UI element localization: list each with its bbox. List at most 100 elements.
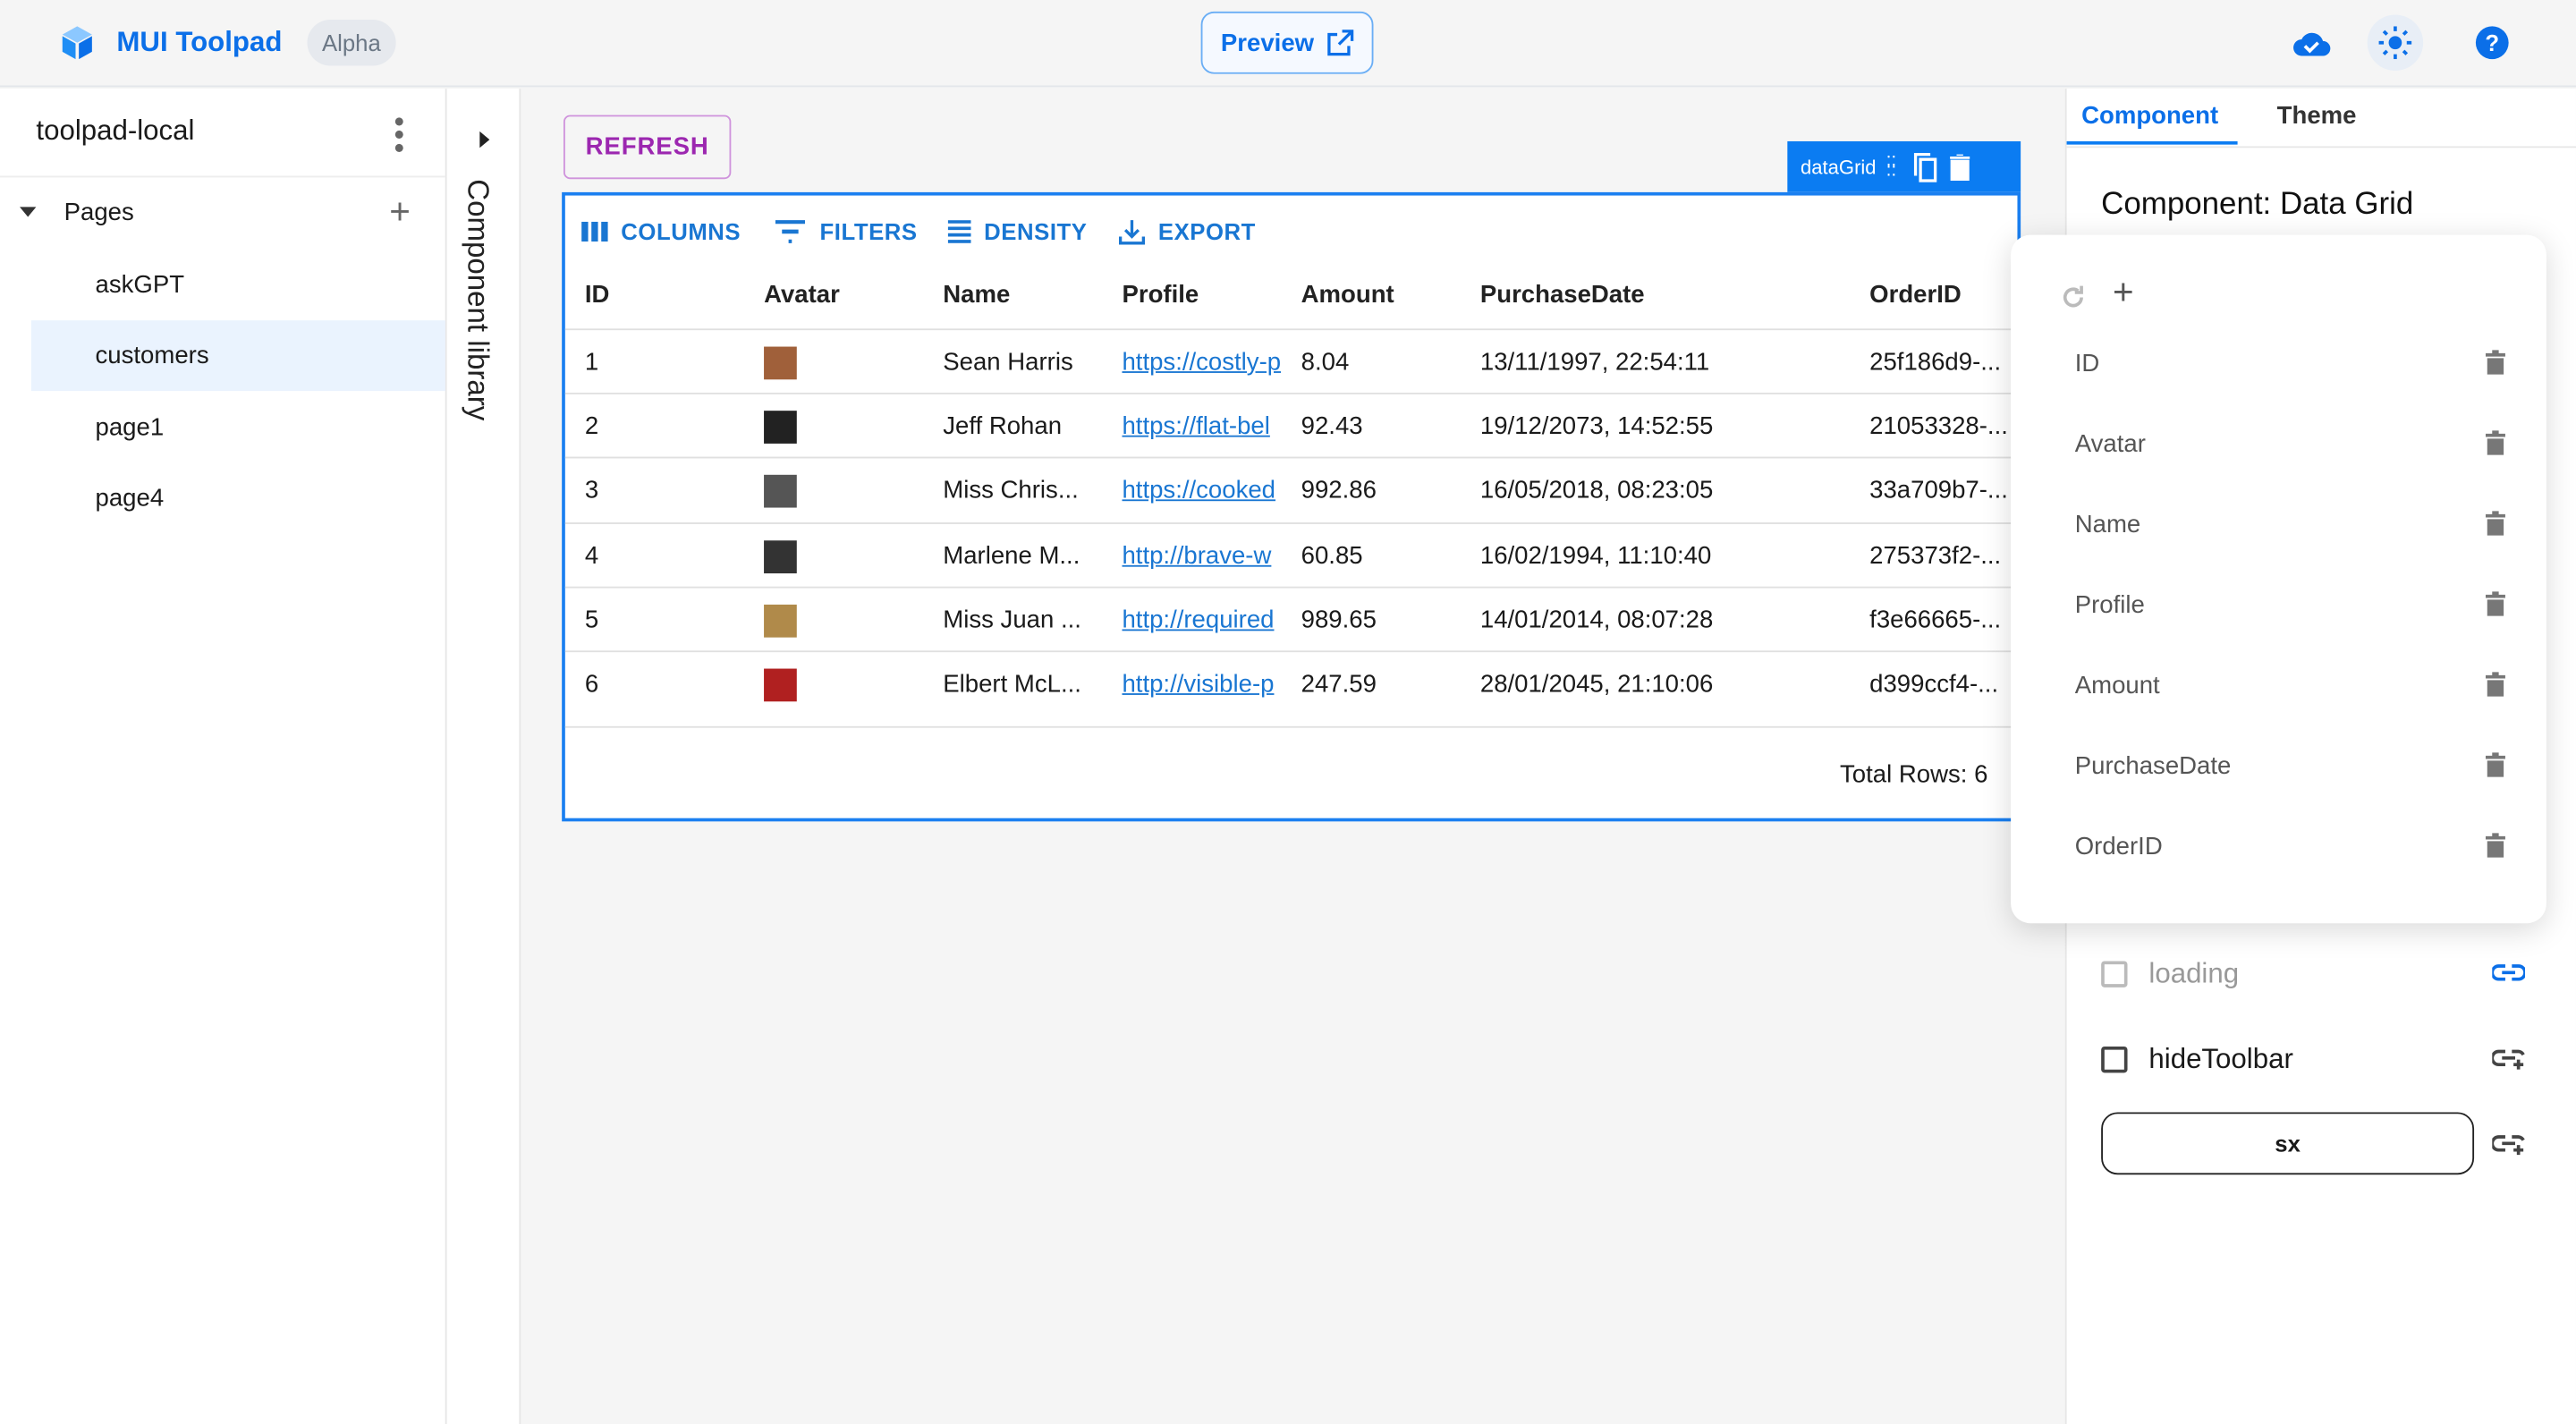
- data-grid[interactable]: COLUMNS FILTERS DENSITY EXPORT ID Avatar…: [562, 191, 2021, 822]
- table-row[interactable]: 3 Miss Chris... https://cooked 992.86 16…: [564, 457, 2018, 522]
- table-row[interactable]: 1 Sean Harris https://costly-p 8.04 13/1…: [564, 328, 2018, 394]
- component-name: dataGrid: [1801, 155, 1877, 179]
- column-list-item[interactable]: Name: [2075, 511, 2505, 538]
- open-in-new-icon: [1326, 30, 1353, 56]
- delete-column-icon[interactable]: [2485, 833, 2505, 858]
- column-label: ID: [2074, 350, 2100, 378]
- page-item-page1[interactable]: page1: [95, 413, 165, 443]
- cloud-done-icon[interactable]: [2284, 15, 2339, 71]
- sx-button[interactable]: sx: [2101, 1112, 2475, 1175]
- expand-arrow-icon[interactable]: [479, 131, 490, 148]
- cell-purchasedate: 19/12/2073, 14:52:55: [1479, 412, 1714, 441]
- component-title: Component: Data Grid: [2101, 187, 2414, 222]
- profile-link[interactable]: https://flat-bel: [1122, 412, 1270, 441]
- profile-link[interactable]: http://brave-w: [1122, 541, 1272, 570]
- delete-icon[interactable]: [1948, 153, 1971, 181]
- cell-orderid: 25f186d9-...: [1869, 348, 2002, 377]
- filters-button[interactable]: FILTERS: [774, 218, 918, 245]
- column-header-purchasedate[interactable]: PurchaseDate: [1479, 281, 1645, 309]
- column-header-name[interactable]: Name: [943, 281, 1011, 309]
- column-list-item[interactable]: Avatar: [2075, 430, 2505, 458]
- page-item-askgpt[interactable]: askGPT: [95, 271, 185, 300]
- app-header: MUI Toolpad Alpha Preview ?: [0, 0, 2576, 88]
- column-header-id[interactable]: ID: [584, 281, 610, 309]
- delete-column-icon[interactable]: [2485, 430, 2505, 455]
- export-button[interactable]: EXPORT: [1118, 218, 1256, 245]
- column-list-item[interactable]: ID: [2075, 350, 2505, 377]
- refresh-button[interactable]: REFRESH: [563, 114, 732, 180]
- preview-button[interactable]: Preview: [1200, 11, 1374, 74]
- help-icon[interactable]: ?: [2464, 15, 2520, 71]
- column-label: Profile: [2074, 591, 2145, 620]
- binding-link-icon[interactable]: [2492, 962, 2526, 982]
- filters-label: FILTERS: [819, 218, 918, 245]
- cell-name: Marlene M...: [943, 541, 1080, 570]
- theme-toggle-sun-icon[interactable]: [2367, 14, 2424, 71]
- tab-theme[interactable]: Theme: [2276, 101, 2357, 131]
- delete-column-icon[interactable]: [2485, 591, 2505, 616]
- columns-button[interactable]: COLUMNS: [581, 218, 741, 245]
- table-row[interactable]: 6 Elbert McL... http://visible-p 247.59 …: [564, 650, 2018, 716]
- column-header-orderid[interactable]: OrderID: [1869, 281, 1962, 309]
- columns-editor-popover: + ID Avatar Name Profile Amount Purchase…: [2011, 234, 2546, 924]
- cell-amount: 8.04: [1301, 348, 1350, 377]
- component-library-panel[interactable]: Component library: [446, 89, 521, 1424]
- column-list-item[interactable]: PurchaseDate: [2075, 752, 2505, 780]
- column-header-amount[interactable]: Amount: [1301, 281, 1394, 309]
- cell-name: Jeff Rohan: [943, 412, 1063, 441]
- add-binding-icon[interactable]: [2492, 1133, 2525, 1156]
- active-tab-indicator: [2066, 140, 2238, 145]
- checkbox-icon[interactable]: [2101, 1046, 2128, 1073]
- cell-id: 6: [584, 670, 599, 699]
- add-binding-icon[interactable]: [2492, 1048, 2525, 1070]
- column-list-item[interactable]: Profile: [2075, 591, 2505, 619]
- delete-column-icon[interactable]: [2485, 672, 2505, 697]
- project-name: toolpad-local: [36, 114, 195, 147]
- cell-name: Elbert McL...: [943, 670, 1081, 699]
- column-label: OrderID: [2074, 833, 2163, 861]
- filter-icon: [775, 220, 805, 243]
- pages-section-label[interactable]: Pages: [64, 199, 134, 227]
- table-row[interactable]: 2 Jeff Rohan https://flat-bel 92.43 19/1…: [564, 393, 2018, 458]
- delete-column-icon[interactable]: [2485, 511, 2505, 536]
- add-column-icon[interactable]: +: [2112, 271, 2134, 312]
- density-label: DENSITY: [984, 218, 1088, 245]
- tab-component[interactable]: Component: [2081, 101, 2219, 131]
- more-vert-icon[interactable]: • • •: [394, 105, 405, 165]
- column-label: Name: [2074, 511, 2141, 539]
- cell-purchasedate: 16/05/2018, 08:23:05: [1479, 477, 1714, 505]
- delete-column-icon[interactable]: [2485, 752, 2505, 777]
- delete-column-icon[interactable]: [2485, 350, 2505, 375]
- column-header-avatar[interactable]: Avatar: [764, 281, 840, 309]
- checkbox-icon[interactable]: [2101, 961, 2128, 987]
- brand-name[interactable]: MUI Toolpad: [116, 26, 283, 58]
- column-list-item[interactable]: OrderID: [2075, 833, 2505, 860]
- hidetoolbar-checkbox[interactable]: hideToolbar: [2101, 1043, 2293, 1076]
- toolpad-logo-icon: [62, 26, 92, 60]
- profile-link[interactable]: https://costly-p: [1122, 348, 1282, 377]
- profile-link[interactable]: http://required: [1122, 606, 1275, 634]
- component-library-label[interactable]: Component library: [462, 179, 495, 421]
- cell-id: 4: [584, 541, 599, 570]
- add-page-icon[interactable]: +: [389, 191, 411, 232]
- avatar-image: [764, 539, 797, 573]
- column-label: Avatar: [2074, 430, 2146, 459]
- cell-orderid: f3e66665-...: [1869, 606, 2002, 634]
- view-column-icon: [581, 221, 608, 242]
- reset-icon[interactable]: [2060, 284, 2086, 310]
- page-item-page4[interactable]: page4: [95, 484, 165, 513]
- profile-link[interactable]: http://visible-p: [1122, 670, 1275, 699]
- loading-checkbox[interactable]: loading: [2101, 958, 2239, 991]
- table-row[interactable]: 5 Miss Juan ... http://required 989.65 1…: [564, 586, 2018, 651]
- cell-purchasedate: 13/11/1997, 22:54:11: [1479, 348, 1710, 377]
- table-row[interactable]: 4 Marlene M... http://brave-w 60.85 16/0…: [564, 521, 2018, 587]
- grid-footer: Total Rows: 6: [564, 725, 2018, 818]
- column-list-item[interactable]: Amount: [2075, 672, 2505, 699]
- profile-link[interactable]: https://cooked: [1122, 477, 1276, 505]
- column-header-profile[interactable]: Profile: [1122, 281, 1199, 309]
- page-item-customers[interactable]: customers: [30, 320, 445, 392]
- duplicate-icon[interactable]: [1912, 152, 1938, 182]
- density-button[interactable]: DENSITY: [947, 218, 1088, 245]
- collapse-arrow-icon[interactable]: [20, 207, 37, 217]
- drag-handle-icon[interactable]: ⁚⁚ ⁚⁚: [1885, 153, 1897, 181]
